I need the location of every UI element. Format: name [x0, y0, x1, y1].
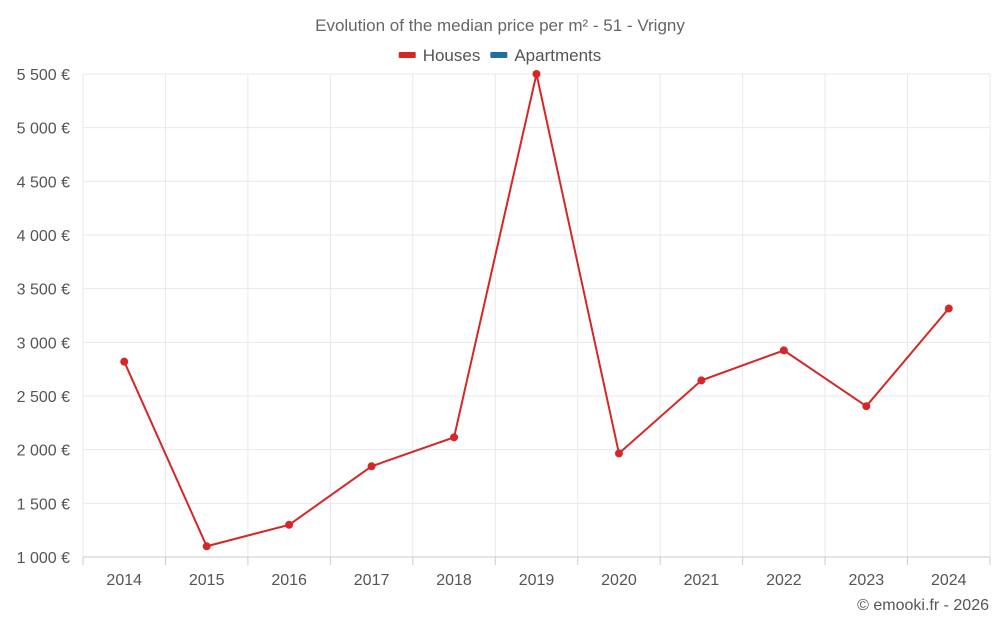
legend-swatch[interactable]	[490, 52, 508, 58]
x-tick-label: 2024	[931, 572, 967, 589]
series	[120, 70, 953, 551]
y-tick-label: 1 500 €	[17, 496, 70, 513]
data-point[interactable]	[532, 70, 541, 78]
y-tick-label: 4 500 €	[17, 174, 70, 191]
data-point[interactable]	[779, 346, 788, 355]
x-tick-label: 2017	[354, 572, 390, 589]
data-point[interactable]	[120, 357, 129, 366]
legend-swatch[interactable]	[398, 52, 416, 58]
data-point[interactable]	[614, 449, 623, 458]
data-point[interactable]	[862, 402, 871, 411]
x-tick-label: 2016	[271, 572, 307, 589]
data-point[interactable]	[450, 433, 459, 442]
y-tick-label: 2 500 €	[17, 389, 70, 406]
chart-title: Evolution of the median price per m² - 5…	[315, 16, 685, 35]
data-point[interactable]	[367, 462, 376, 471]
legend: Houses Apartments	[398, 46, 601, 65]
x-tick-label: 2015	[189, 572, 225, 589]
data-point[interactable]	[944, 304, 953, 313]
x-tick-label: 2020	[601, 572, 637, 589]
data-point[interactable]	[285, 520, 294, 529]
y-tick-label: 1 000 €	[17, 550, 70, 567]
credit-text: © emooki.fr - 2026	[857, 597, 989, 614]
y-tick-label: 5 500 €	[17, 67, 70, 84]
x-tick-label: 2022	[766, 572, 802, 589]
x-tick-label: 2023	[849, 572, 885, 589]
x-tick-label: 2014	[106, 572, 142, 589]
legend-label[interactable]: Houses	[423, 46, 481, 65]
y-tick-label: 3 500 €	[17, 282, 70, 299]
x-tick-label: 2021	[684, 572, 720, 589]
data-point[interactable]	[202, 542, 211, 551]
x-tick-label: 2018	[436, 572, 472, 589]
y-tick-label: 3 000 €	[17, 335, 70, 352]
axes: 1 000 € 1 500 € 2 000 € 2 500 € 3 000 € 3 500…	[17, 67, 991, 589]
y-tick-label: 2 000 €	[17, 443, 70, 460]
grid	[82, 73, 991, 557]
data-point[interactable]	[697, 376, 706, 385]
y-tick-label: 5 000 €	[17, 121, 70, 138]
legend-label[interactable]: Apartments	[514, 46, 601, 65]
y-tick-label: 4 000 €	[17, 228, 70, 245]
x-tick-label: 2019	[519, 572, 555, 589]
